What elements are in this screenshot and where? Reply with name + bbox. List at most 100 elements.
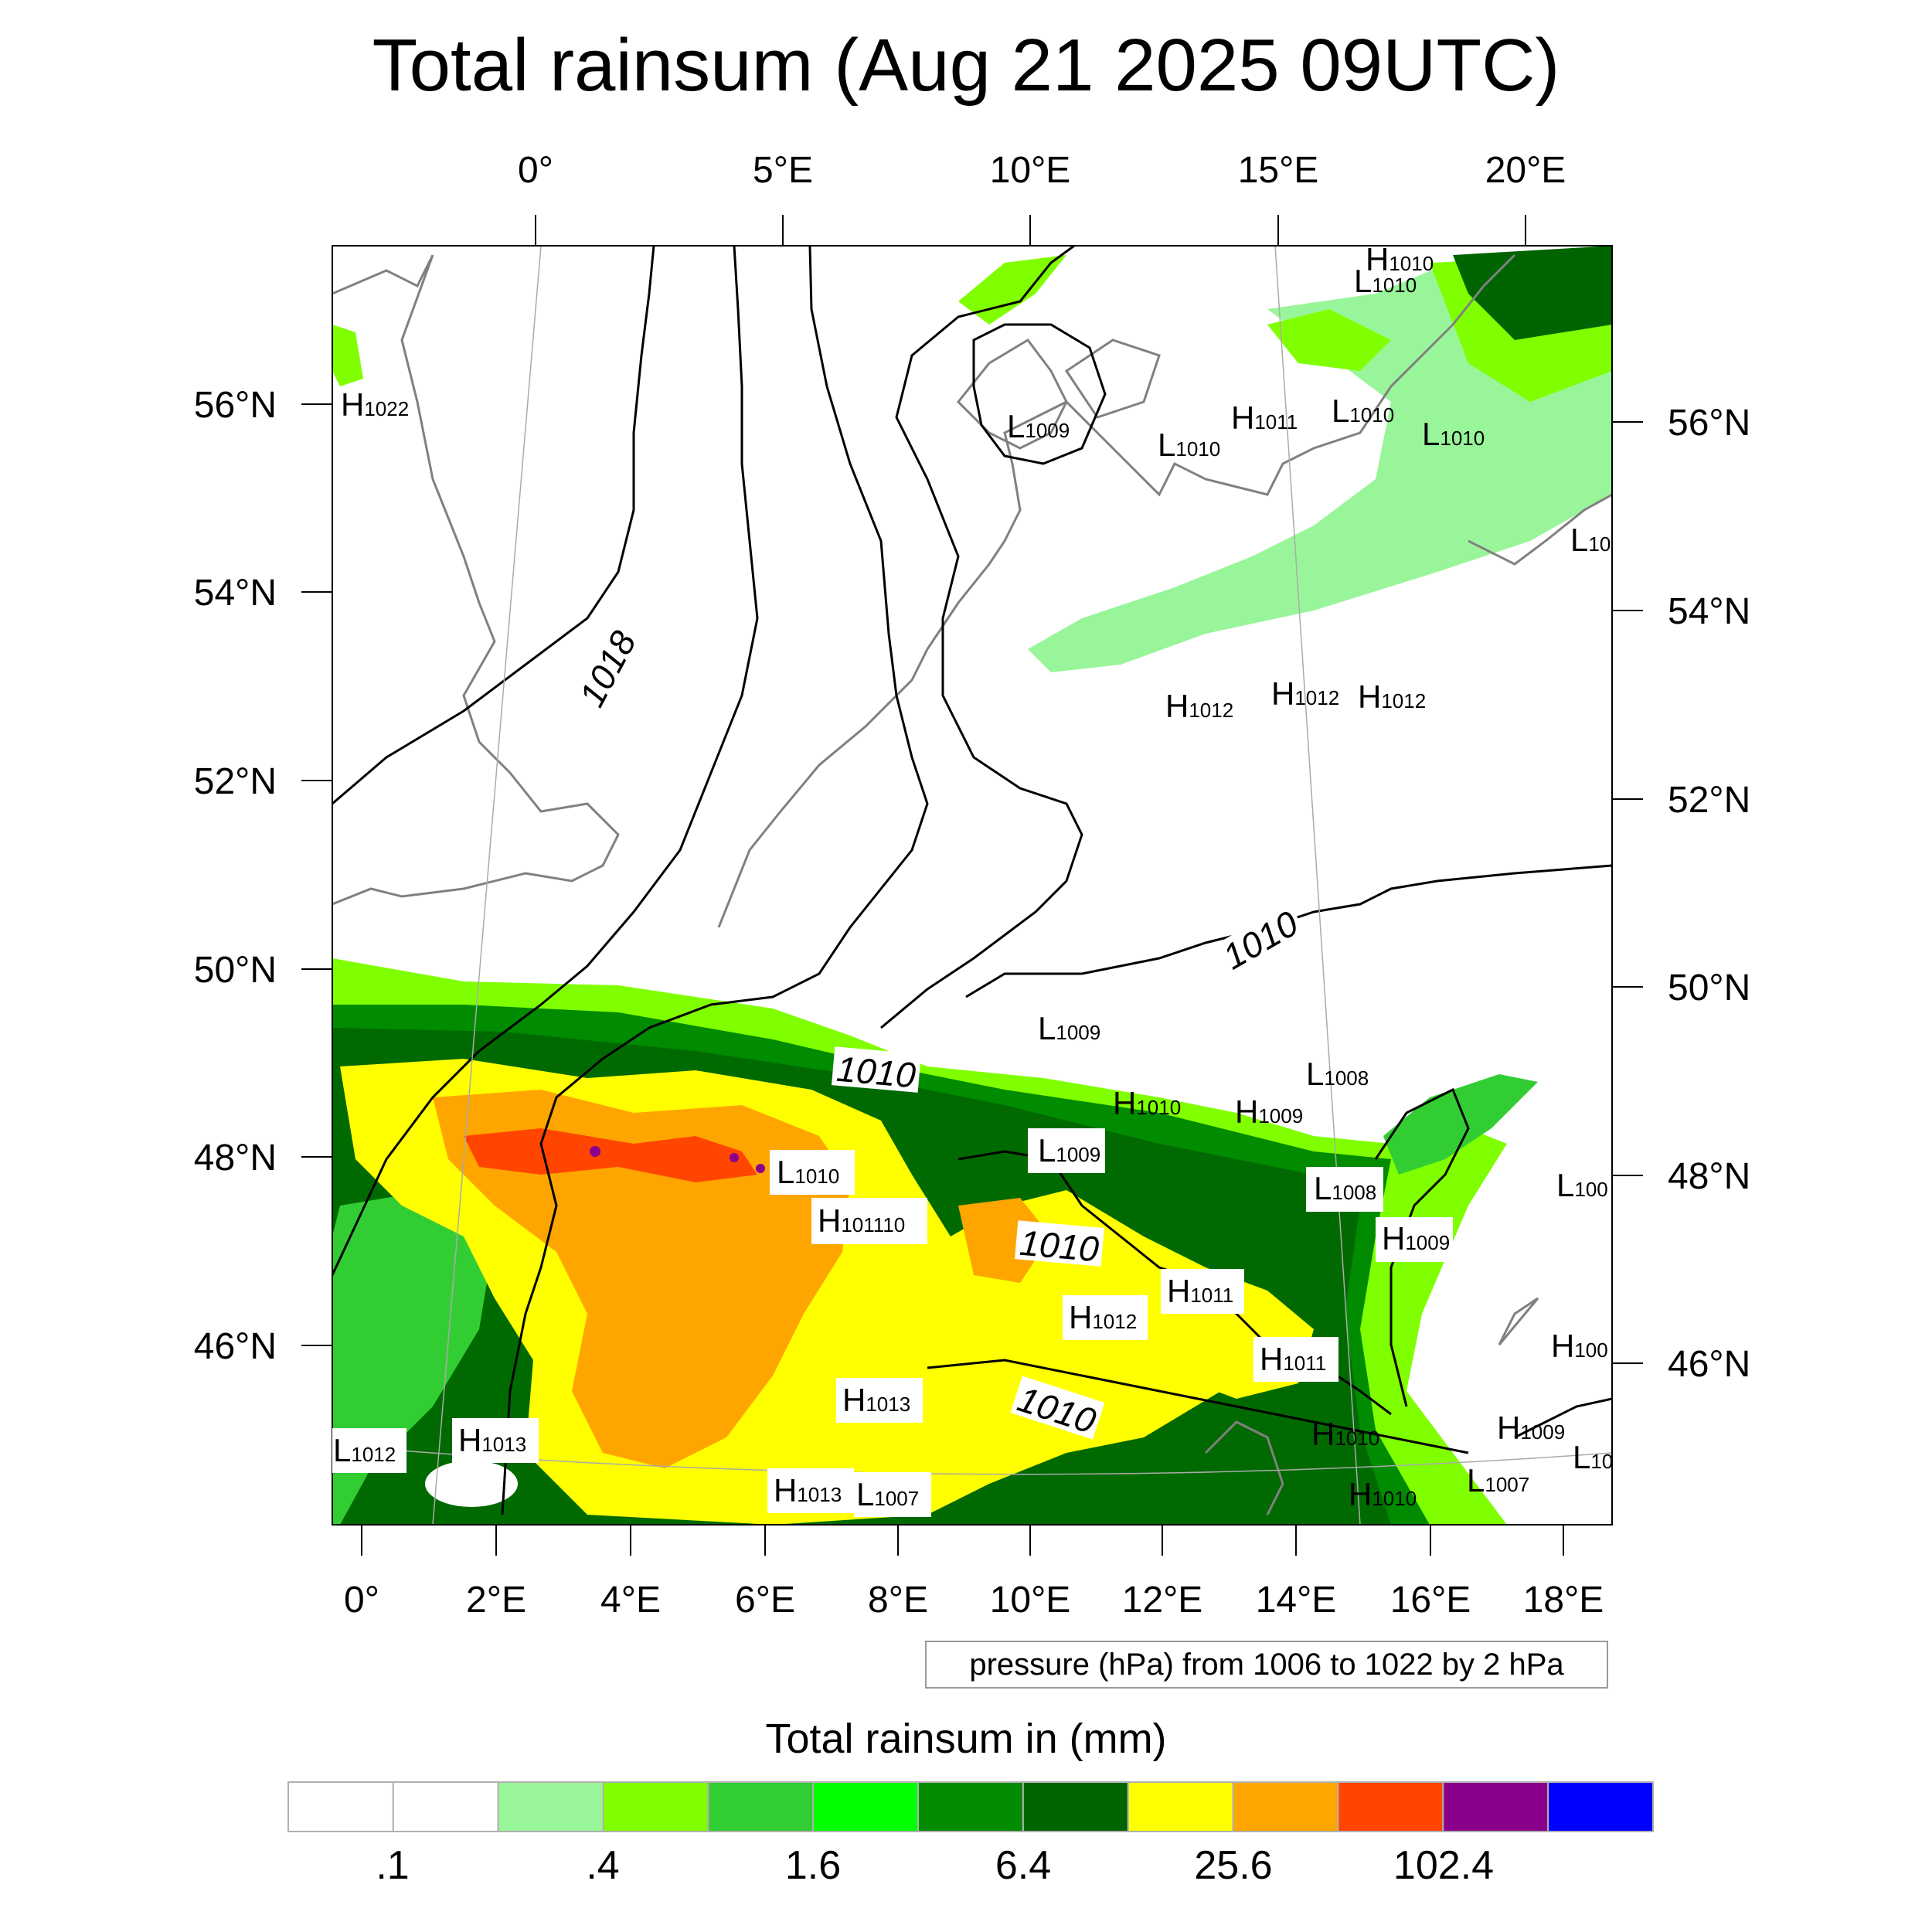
pressure-center-label: H1009 (1382, 1220, 1450, 1257)
tick-label: 46°N (194, 1326, 277, 1367)
colorbar-swatch (497, 1781, 604, 1832)
pressure-center-label: H1013 (458, 1422, 526, 1458)
pressure-center-label: L1009 (1038, 1132, 1100, 1168)
pressure-center-label: H1013 (774, 1472, 842, 1509)
tick-label: 48°N (194, 1138, 277, 1179)
tick-label: 52°N (1668, 780, 1750, 821)
colorbar-swatch (1232, 1781, 1339, 1832)
tick-label: 12°E (1122, 1580, 1203, 1621)
rain-area-orange (433, 1090, 850, 1468)
tick-label: 14°E (1256, 1580, 1337, 1621)
colorbar-swatch (1022, 1781, 1129, 1832)
pressure-center-label: L1009 (1038, 1010, 1100, 1046)
tick-label: 56°N (1668, 403, 1750, 444)
colorbar-swatch (812, 1781, 920, 1832)
isobar-label: 1010 (835, 1049, 917, 1096)
pressure-center-label: L1010 (1422, 416, 1485, 452)
pressure-center-label: L1007 (856, 1476, 919, 1512)
pressure-center-label: H1022 (341, 386, 409, 423)
pressure-center-label: H1011 (1260, 1341, 1326, 1377)
pressure-center-label: H1012 (1271, 675, 1339, 712)
tick-label: 46°N (1668, 1344, 1750, 1385)
tick-label: 52°N (194, 761, 277, 802)
pressure-center-label: H1009 (1497, 1410, 1565, 1446)
pressure-center-label: H1012 (1358, 679, 1426, 715)
right-tick-labels: 56°N 54°N 52°N 50°N 48°N 46°N (1668, 403, 1750, 1385)
colorbar-swatch (1547, 1781, 1654, 1832)
tick-label: 5°E (753, 150, 813, 191)
pressure-center-label: L1010 (1158, 427, 1220, 463)
colorbar-swatch (1337, 1781, 1444, 1832)
pressure-center-label: L1008 (1306, 1056, 1369, 1092)
colorbar-title: Total rainsum in (mm) (765, 1716, 1167, 1762)
pressure-center-label: H1010 (1366, 241, 1434, 277)
tick-label: 54°N (1668, 591, 1750, 632)
pressure-center-label: L1010 (1354, 263, 1417, 299)
rain-area-north-dark (1453, 246, 1612, 340)
pressure-center-label: H1013 (842, 1382, 910, 1418)
pressure-center-label: H1010 (1113, 1085, 1181, 1121)
colorbar-label: .4 (586, 1843, 620, 1888)
colorbar-label: .1 (376, 1843, 410, 1888)
tick-label: 16°E (1390, 1580, 1471, 1621)
pressure-center-label: L1009 (1007, 408, 1070, 444)
colorbar-swatch (917, 1781, 1024, 1832)
colorbar-swatch (602, 1781, 709, 1832)
tick-label: 10°E (990, 150, 1071, 191)
tick-label: 50°N (194, 950, 277, 991)
pressure-contour-note: pressure (hPa) from 1006 to 1022 by 2 hP… (925, 1641, 1608, 1689)
tick-label: 4°E (600, 1580, 661, 1621)
tick-label: 56°N (194, 385, 277, 426)
pressure-center-label: H100 (1551, 1328, 1608, 1364)
rain-area-purple (730, 1153, 739, 1162)
colorbar-swatch (707, 1781, 815, 1832)
pressure-center-label: L10 (1573, 1439, 1613, 1475)
axis-ticks (301, 215, 1643, 1556)
rain-area-purple (756, 1164, 765, 1173)
coastlines (332, 253, 1612, 1515)
rain-area-red (464, 1128, 757, 1182)
rain-area-east (1383, 1074, 1538, 1175)
tick-label: 10°E (990, 1580, 1071, 1621)
bottom-tick-labels: 0° 2°E 4°E 6°E 8°E 10°E 12°E 14°E 16°E 1… (344, 1580, 1604, 1621)
pressure-center-label: H1010 (1311, 1416, 1379, 1452)
colorbar-swatch (1127, 1781, 1234, 1832)
tick-label: 15°E (1238, 150, 1319, 191)
isobar-labels: 1018 1010 1010 1010 1010 (571, 624, 1307, 1441)
colorbar-swatch (287, 1781, 394, 1832)
pressure-center-label: H1009 (1235, 1094, 1303, 1130)
rain-area-west (332, 325, 363, 386)
pressure-center-label: L100 (1556, 1167, 1608, 1203)
tick-label: 0° (344, 1580, 379, 1621)
colorbar-label: 6.4 (995, 1843, 1052, 1888)
map-field (332, 246, 1612, 1525)
colorbar (287, 1781, 1654, 1832)
tick-label: 20°E (1485, 150, 1566, 191)
map-frame (332, 245, 1613, 1526)
tick-label: 2°E (466, 1580, 526, 1621)
tick-label: 50°N (1668, 968, 1750, 1009)
top-tick-labels: 0° 5°E 10°E 15°E 20°E (518, 150, 1566, 191)
colorbar-swatch (392, 1781, 499, 1832)
rain-area-purple (590, 1146, 600, 1157)
tick-label: 0° (518, 150, 553, 191)
rain-area-orange-2 (958, 1198, 1051, 1283)
pressure-center-label: H101110 (818, 1202, 905, 1239)
pressure-center-label: L1012 (333, 1432, 396, 1468)
rain-area-top (958, 255, 1066, 325)
colorbar-label: 102.4 (1393, 1843, 1495, 1888)
rain-area-white-patch (425, 1461, 518, 1507)
colorbar-label: 1.6 (784, 1843, 842, 1888)
pressure-center-label: L1010 (777, 1154, 839, 1190)
pressure-center-label: H1011 (1231, 400, 1298, 436)
pressure-center-label: H1012 (1069, 1299, 1137, 1335)
tick-label: 54°N (194, 573, 277, 614)
pressure-center-label: L1008 (1314, 1170, 1376, 1206)
pressure-centers: H1010 L1010 H1022 L1009 L1010 H1011 L101… (332, 241, 1613, 1517)
pressure-center-label: H1010 (1349, 1476, 1417, 1512)
isobar-label: 1010 (1018, 1223, 1100, 1270)
pressure-center-label: H1012 (1165, 688, 1233, 724)
pressure-center-label: L1007 (1467, 1462, 1529, 1498)
colorbar-labels: .1 .4 1.6 6.4 25.6 102.4 (0, 1842, 1932, 1896)
